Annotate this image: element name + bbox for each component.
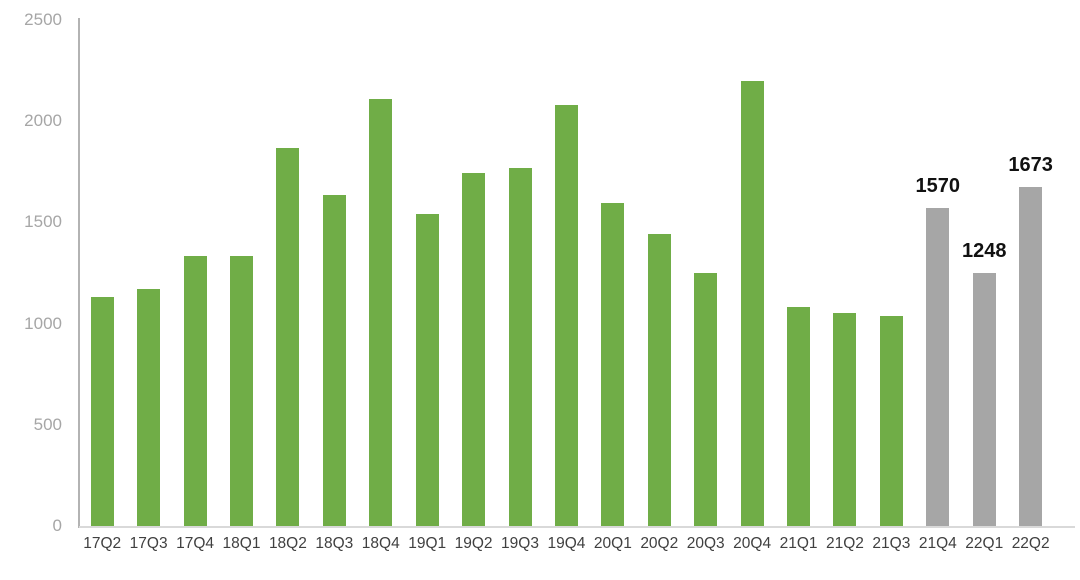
bar-slot-19Q1 [404, 20, 450, 526]
bar-slot-22Q2: 1673 [1007, 20, 1053, 526]
bar-21Q3 [879, 316, 903, 526]
bar-19Q2 [462, 173, 486, 526]
bar-slot-17Q4 [172, 20, 218, 526]
x-tick-label-19Q2: 19Q2 [454, 535, 493, 552]
x-tick-label-19Q4: 19Q4 [547, 535, 586, 552]
bar-18Q2 [276, 148, 300, 526]
bar-20Q3 [694, 273, 718, 526]
bar-19Q4 [554, 105, 578, 526]
bar-slot-19Q3 [497, 20, 543, 526]
bar-slot-21Q1 [775, 20, 821, 526]
bar-20Q2 [647, 234, 671, 526]
bar-value-label-22Q1: 1248 [961, 240, 1007, 262]
bar-18Q1 [229, 256, 253, 526]
bar-21Q4 [926, 208, 950, 526]
x-tick-label-17Q3: 17Q3 [129, 535, 168, 552]
bar-18Q3 [322, 195, 346, 526]
x-tick-label-18Q2: 18Q2 [268, 535, 307, 552]
bar-17Q3 [137, 289, 161, 526]
x-tick-label-20Q3: 20Q3 [686, 535, 725, 552]
bar-19Q1 [415, 214, 439, 526]
bar-slot-19Q2 [450, 20, 496, 526]
bar-21Q1 [787, 307, 811, 526]
x-tick-label-21Q4: 21Q4 [918, 535, 957, 552]
bar-19Q3 [508, 168, 532, 526]
bar-20Q1 [601, 203, 625, 526]
x-tick-label-19Q1: 19Q1 [408, 535, 447, 552]
x-tick-label-18Q3: 18Q3 [315, 535, 354, 552]
bar-slot-21Q2 [822, 20, 868, 526]
y-tick-label-1000: 1000 [24, 313, 62, 333]
bar-22Q1 [972, 273, 996, 526]
bar-slot-18Q1 [218, 20, 264, 526]
bar-slot-21Q3 [868, 20, 914, 526]
x-tick-label-19Q3: 19Q3 [501, 535, 539, 552]
bar-slot-20Q1 [590, 20, 636, 526]
x-tick-label-18Q1: 18Q1 [222, 535, 261, 552]
x-tick-label-21Q1: 21Q1 [779, 535, 818, 552]
y-tick-label-0: 0 [52, 516, 62, 535]
bar-22Q2 [1019, 187, 1043, 526]
x-tick-label-20Q2: 20Q2 [640, 535, 679, 552]
x-tick-label-20Q1: 20Q1 [593, 535, 632, 552]
y-axis: 0 500 1000 1500 2000 2500 [0, 0, 62, 580]
x-tick-label-22Q2: 22Q2 [1011, 535, 1050, 552]
plot-area: 1570 1248 1673 [79, 20, 1054, 526]
bar-18Q4 [369, 99, 393, 526]
bar-17Q2 [90, 297, 114, 526]
bar-21Q2 [833, 313, 857, 526]
bar-slot-18Q4 [358, 20, 404, 526]
bar-slot-20Q3 [682, 20, 728, 526]
bar-value-label-22Q2: 1673 [1008, 154, 1053, 176]
y-axis-line [78, 18, 80, 528]
bar-value-label-21Q4: 1570 [915, 175, 961, 197]
bar-slot-17Q2 [79, 20, 125, 526]
bar-slot-18Q2 [265, 20, 311, 526]
bar-slot-21Q4: 1570 [915, 20, 961, 526]
bar-slot-20Q4 [729, 20, 775, 526]
x-axis: 17Q2 17Q3 17Q4 18Q1 18Q2 18Q3 18Q4 19Q1 19Q2 19Q3… [79, 534, 1054, 554]
x-tick-label-17Q4: 17Q4 [176, 535, 215, 552]
x-tick-label-17Q2: 17Q2 [83, 535, 122, 552]
bar-slot-18Q3 [311, 20, 357, 526]
y-tick-label-500: 500 [33, 414, 62, 434]
x-tick-label-18Q4: 18Q4 [361, 535, 400, 552]
bar-slot-17Q3 [125, 20, 171, 526]
x-tick-label-21Q3: 21Q3 [872, 535, 911, 552]
x-tick-label-21Q2: 21Q2 [826, 535, 864, 552]
bar-17Q4 [183, 256, 207, 526]
y-tick-label-2000: 2000 [24, 111, 62, 131]
bar-slot-22Q1: 1248 [961, 20, 1007, 526]
x-axis-baseline [79, 526, 1075, 528]
bar-slot-20Q2 [636, 20, 682, 526]
x-tick-label-22Q1: 22Q1 [965, 535, 1004, 552]
bar-20Q4 [740, 81, 764, 526]
y-tick-label-1500: 1500 [24, 212, 62, 232]
x-tick-label-20Q4: 20Q4 [733, 535, 772, 552]
y-tick-label-2500: 2500 [24, 10, 62, 29]
bar-slot-19Q4 [543, 20, 589, 526]
